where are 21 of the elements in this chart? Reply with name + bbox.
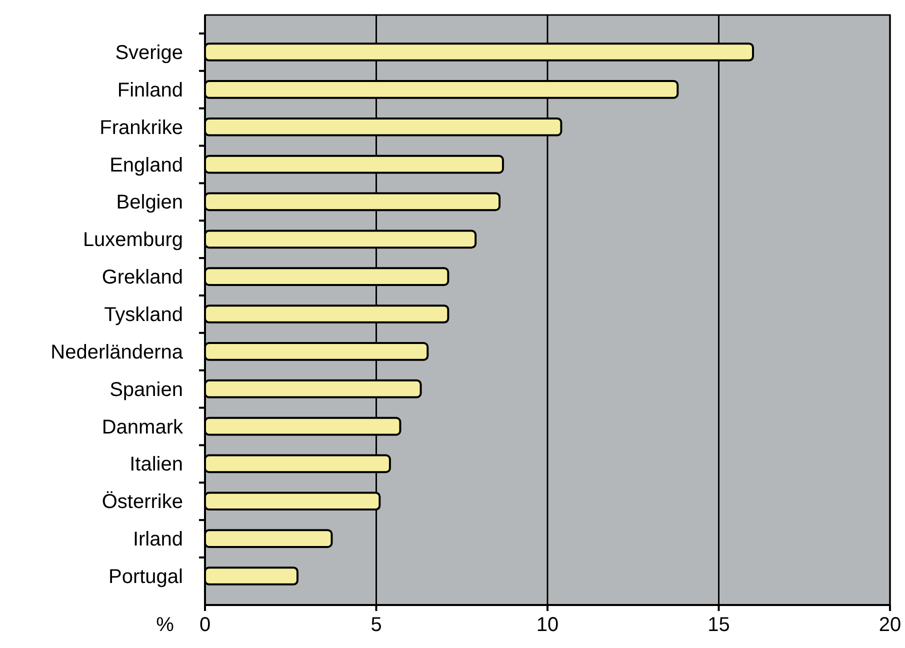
y-tick-label: Irland <box>132 528 183 551</box>
y-tick-label: Belgien <box>116 192 183 214</box>
y-tick-label: Sverige <box>115 42 183 64</box>
y-tick-label: Finland <box>117 79 183 102</box>
x-tick-label: 0 <box>199 614 211 636</box>
y-tick-label: Grekland <box>102 266 183 289</box>
y-tick-label: Österrike <box>102 491 183 514</box>
y-tick-label: Portugal <box>108 566 183 588</box>
y-tick-label: Frankrike <box>100 116 183 139</box>
x-tick-label: 20 <box>878 614 902 636</box>
y-tick-label: Luxemburg <box>82 229 183 252</box>
x-tick-label: 15 <box>708 614 730 636</box>
x-tick-label: 5 <box>370 614 382 636</box>
y-tick-label: Danmark <box>102 416 184 438</box>
x-tick-label: 10 <box>536 614 559 636</box>
y-tick-label: Tyskland <box>104 304 183 326</box>
y-tick-label: Nederländerna <box>50 341 184 364</box>
y-tick-label: England <box>110 154 183 176</box>
y-tick-label: Italien <box>130 454 183 476</box>
y-tick-label: Spanien <box>110 378 183 401</box>
x-axis-title: % <box>156 614 174 636</box>
